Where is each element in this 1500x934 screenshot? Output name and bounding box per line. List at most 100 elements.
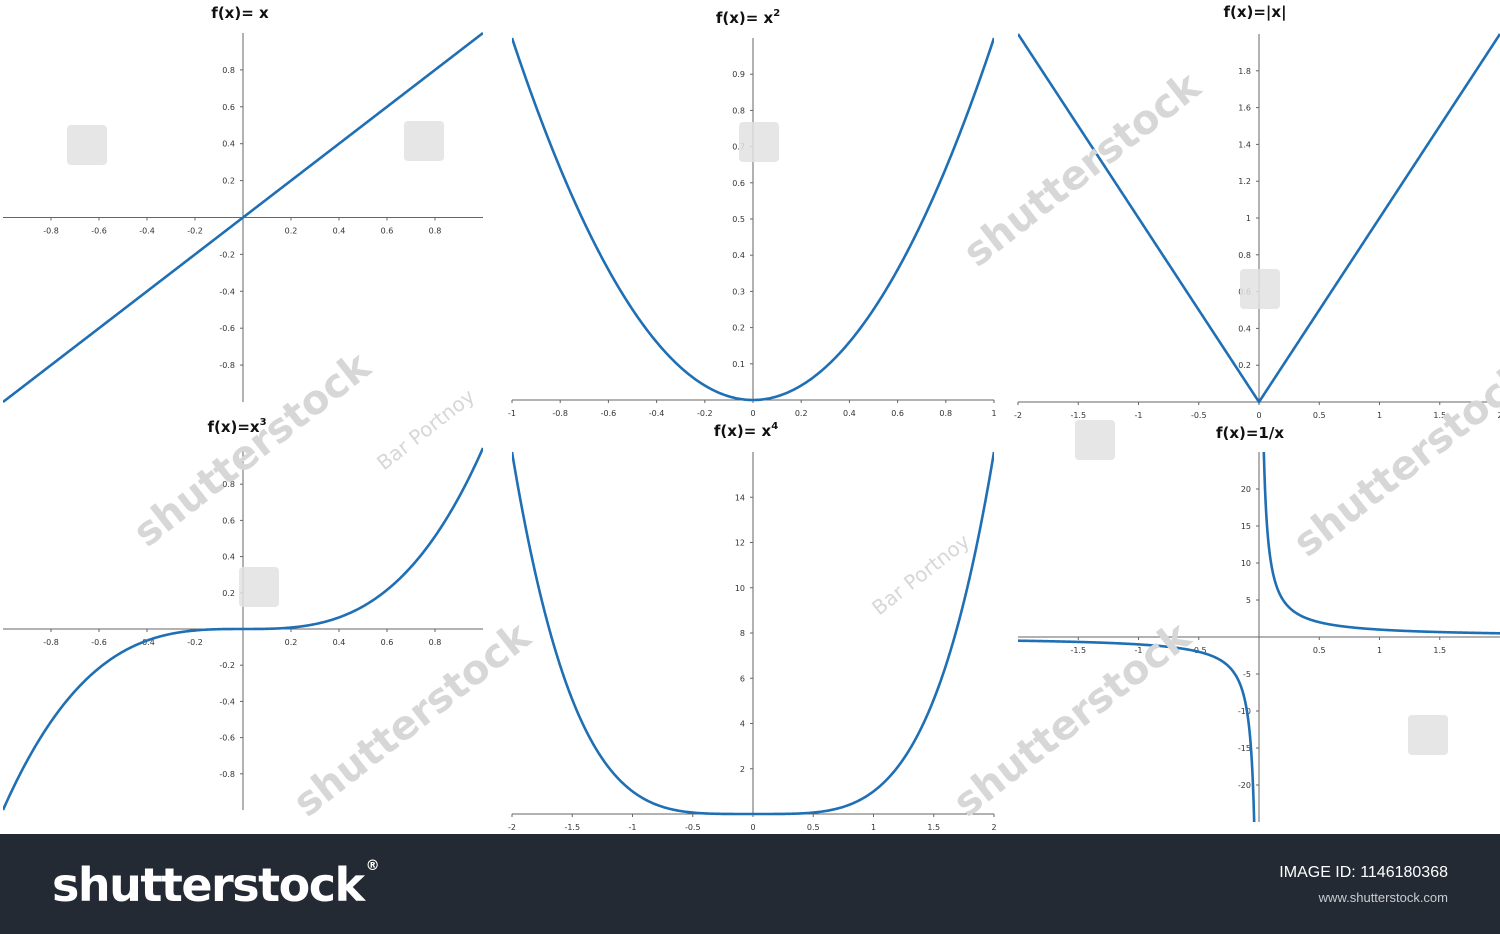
y-tick-label: -0.4 [219,287,235,296]
function-curve [1262,451,1500,635]
watermark-logo-icon [67,125,107,165]
watermark-logo-icon [404,121,444,161]
x-tick-label: 1 [1377,411,1382,420]
y-tick-label: 0.3 [732,287,745,296]
watermark-author: Bar Portnoy [867,529,974,620]
shutterstock-logo[interactable]: shutterstock ® [52,858,380,912]
chart-title: f(x)= x4 [714,421,778,440]
y-tick-label: 0.2 [222,589,235,598]
chart-6: -1.5 -1 -0.5 0.5 1 1.5-20-15-10-55101520f(x)=… [1018,424,1500,823]
watermark-logo-icon [1240,269,1280,309]
chart-title-text: f(x)=|x| [1223,3,1286,22]
x-tick-label: -0.2 [697,409,713,418]
y-tick-label: 6 [740,674,745,683]
chart-title: f(x)= x [211,4,269,22]
x-tick-label: 0.2 [285,227,298,236]
chart-3: -2-1.5-1-0.500.511.520.20.40.60.811.21.4… [1014,3,1500,420]
y-tick-label: 0.4 [222,553,235,562]
y-tick-label: -0.6 [219,734,235,743]
chart-title-text: f(x)= x [716,9,774,27]
x-tick-label: 0.6 [381,227,394,236]
x-tick-label: -1 [1135,646,1143,655]
x-tick-label: -0.6 [91,638,107,647]
x-tick-label: 0.5 [807,823,820,832]
watermark-brand: shutterstock [125,343,380,557]
x-tick-label: -1 [629,823,637,832]
x-tick-label: 0.2 [795,409,808,418]
chart-title: f(x)=x3 [207,417,266,436]
chart-title-superscript: 2 [773,8,780,19]
watermark-brand: shutterstock [285,613,540,827]
y-tick-label: -0.6 [219,324,235,333]
x-tick-label: 2 [1497,411,1500,420]
function-curve [512,451,994,816]
y-tick-label: -0.4 [219,697,235,706]
x-tick-label: -0.6 [601,409,617,418]
x-tick-label: -0.4 [139,638,155,647]
y-tick-label: 0.6 [222,103,235,112]
y-tick-label: 0.5 [732,215,745,224]
x-tick-label: -2 [1014,411,1022,420]
chart-title-superscript: 4 [771,421,778,432]
y-tick-label: 20 [1241,485,1251,494]
y-tick-label: 0.8 [222,480,235,489]
footer-logo-text: shutterstock [52,858,365,912]
y-tick-label: 0.8 [222,66,235,75]
y-tick-label: 1.4 [1238,140,1251,149]
x-tick-label: 1.5 [1433,646,1446,655]
y-tick-label: 0.4 [732,251,745,260]
x-tick-label: 0 [750,409,755,418]
x-tick-label: 0.6 [381,638,394,647]
x-tick-label: 0 [1256,411,1261,420]
y-tick-label: 10 [1241,559,1251,568]
chart-4: -0.8 -0.6 -0.4 -0.2 0.2 0.4 0.6 0.8 -0.8 -0.6 -0.4… [3,417,483,811]
y-tick-label: 4 [740,720,745,729]
watermark-logo-icon [1408,715,1448,755]
y-tick-label: -20 [1238,781,1251,790]
y-tick-label: 0.4 [1238,324,1251,333]
y-tick-label: 0.2 [222,177,235,186]
x-tick-label: -0.6 [91,227,107,236]
watermark-logo-icon [239,567,279,607]
y-tick-label: -10 [1238,707,1251,716]
x-tick-label: -1 [508,409,516,418]
y-tick-label: 1.2 [1238,177,1251,186]
y-tick-label: 8 [740,629,745,638]
x-tick-label: -1.5 [564,823,580,832]
watermark-brand: shutterstock [1285,353,1500,567]
x-tick-label: 0.8 [939,409,952,418]
x-tick-label: -1.5 [1070,411,1086,420]
x-tick-label: -0.5 [1191,411,1207,420]
function-curve [1018,33,1500,405]
y-tick-label: 0.8 [1238,251,1251,260]
x-tick-label: 0.4 [843,409,856,418]
watermark-author: Bar Portnoy [372,384,479,475]
plot-area: -0.8 -0.6 -0.4 -0.2 0.2 0.4 0.6 0.8 -0.8 -0.6 -0.4… [3,3,1500,832]
function-curve [1018,639,1256,823]
x-tick-label: -0.8 [43,638,59,647]
function-curve [3,31,483,404]
x-tick-label: -1 [1135,411,1143,420]
chart-title: f(x)=|x| [1223,3,1286,22]
x-tick-label: -0.2 [187,638,203,647]
x-tick-label: -0.8 [43,227,59,236]
y-tick-label: 14 [735,493,745,502]
function-curve [3,447,483,811]
x-tick-label: -1.5 [1070,646,1086,655]
y-tick-label: 5 [1246,596,1251,605]
y-tick-label: 0.8 [732,106,745,115]
watermark-layer: shutterstock shutterstock shutterstock shut… [67,63,1500,827]
y-tick-label: 0.9 [732,70,745,79]
y-tick-label: -0.2 [219,250,235,259]
x-tick-label: -0.2 [187,227,203,236]
y-tick-label: -5 [1243,670,1251,679]
x-tick-label: 0 [750,823,755,832]
y-tick-label: 0.2 [732,324,745,333]
y-tick-label: 0.6 [222,516,235,525]
y-tick-label: -0.8 [219,770,235,779]
chart-title-text: f(x)=1/x [1216,424,1284,442]
footer-url[interactable]: www.shutterstock.com [1318,890,1448,905]
chart-title: f(x)=1/x [1216,424,1284,442]
chart-title-text: f(x)=x [207,418,259,436]
